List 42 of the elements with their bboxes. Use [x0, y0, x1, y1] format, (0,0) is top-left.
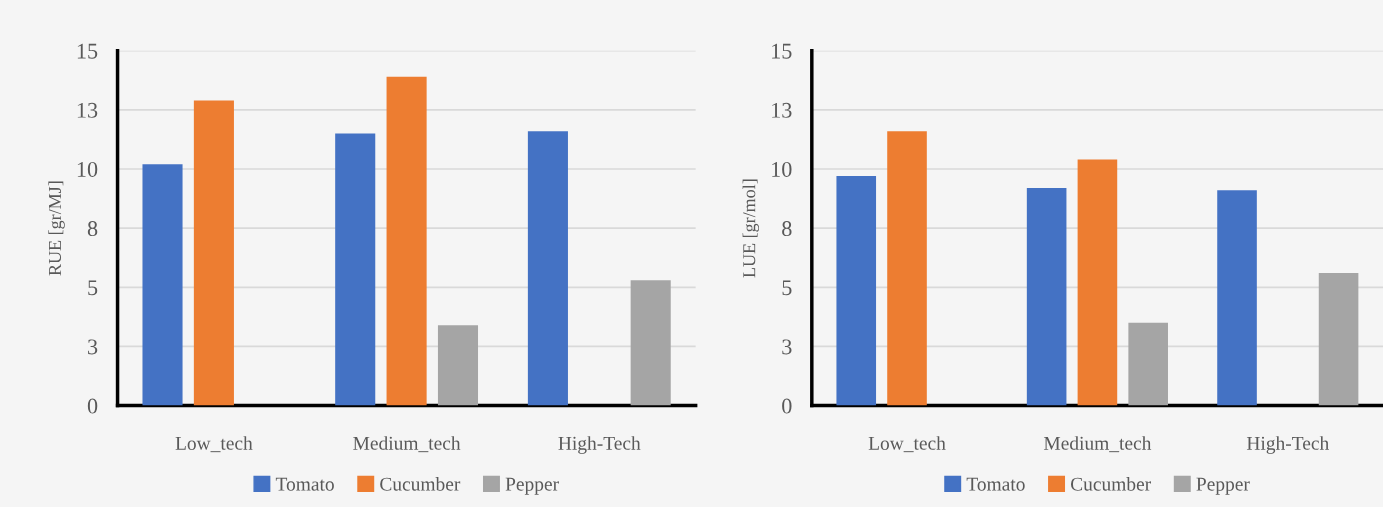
bar: [887, 131, 927, 406]
bar: [386, 76, 427, 406]
legend-label: Pepper: [505, 477, 559, 495]
y-axis-title: LUE [gr/mol]: [742, 179, 760, 278]
y-tick-label: 3: [88, 339, 98, 355]
bar: [630, 280, 671, 406]
y-tick-label: 10: [77, 161, 98, 177]
y-tick-label: 13: [772, 102, 792, 118]
legend-label: Cucumber: [1070, 477, 1151, 491]
legend-label: Cucumber: [380, 477, 461, 491]
bar: [335, 133, 376, 406]
y-tick-label: 15: [77, 43, 98, 59]
bar: [1128, 322, 1168, 406]
y-tick-label: 10: [772, 161, 792, 177]
y-tick-label: 0: [87, 398, 98, 414]
bar: [142, 164, 183, 406]
bar: [193, 100, 234, 406]
y-tick-label: 13: [77, 102, 98, 118]
x-tick-label: Medium_tech: [1043, 436, 1152, 453]
y-tick-label: 5: [88, 280, 98, 296]
y-tick-label: 8: [87, 221, 98, 237]
y-tick-label: 3: [782, 339, 792, 355]
x-tick-label: Medium_tech: [353, 436, 461, 453]
bar: [527, 131, 568, 406]
bar: [1077, 159, 1118, 406]
bar: [1217, 190, 1257, 406]
y-tick-label: 0: [782, 398, 792, 414]
x-tick-label: High-Tech: [1246, 436, 1329, 454]
bar: [437, 325, 479, 406]
x-tick-label: Low_tech: [868, 436, 946, 453]
bar: [1026, 187, 1067, 406]
y-tick-label: 15: [772, 43, 792, 59]
y-tick-label: 5: [782, 280, 792, 296]
y-tick-label: 8: [782, 221, 792, 237]
x-tick-label: Low_tech: [175, 436, 253, 453]
bar: [836, 176, 877, 406]
x-tick-label: High-Tech: [558, 436, 641, 454]
legend-label: Tomato: [966, 477, 1025, 491]
legend-label: Pepper: [1196, 477, 1250, 495]
bar: [1318, 273, 1359, 406]
y-axis-title: RUE [gr/MJ]: [48, 181, 65, 276]
legend-label: Tomato: [275, 477, 334, 491]
